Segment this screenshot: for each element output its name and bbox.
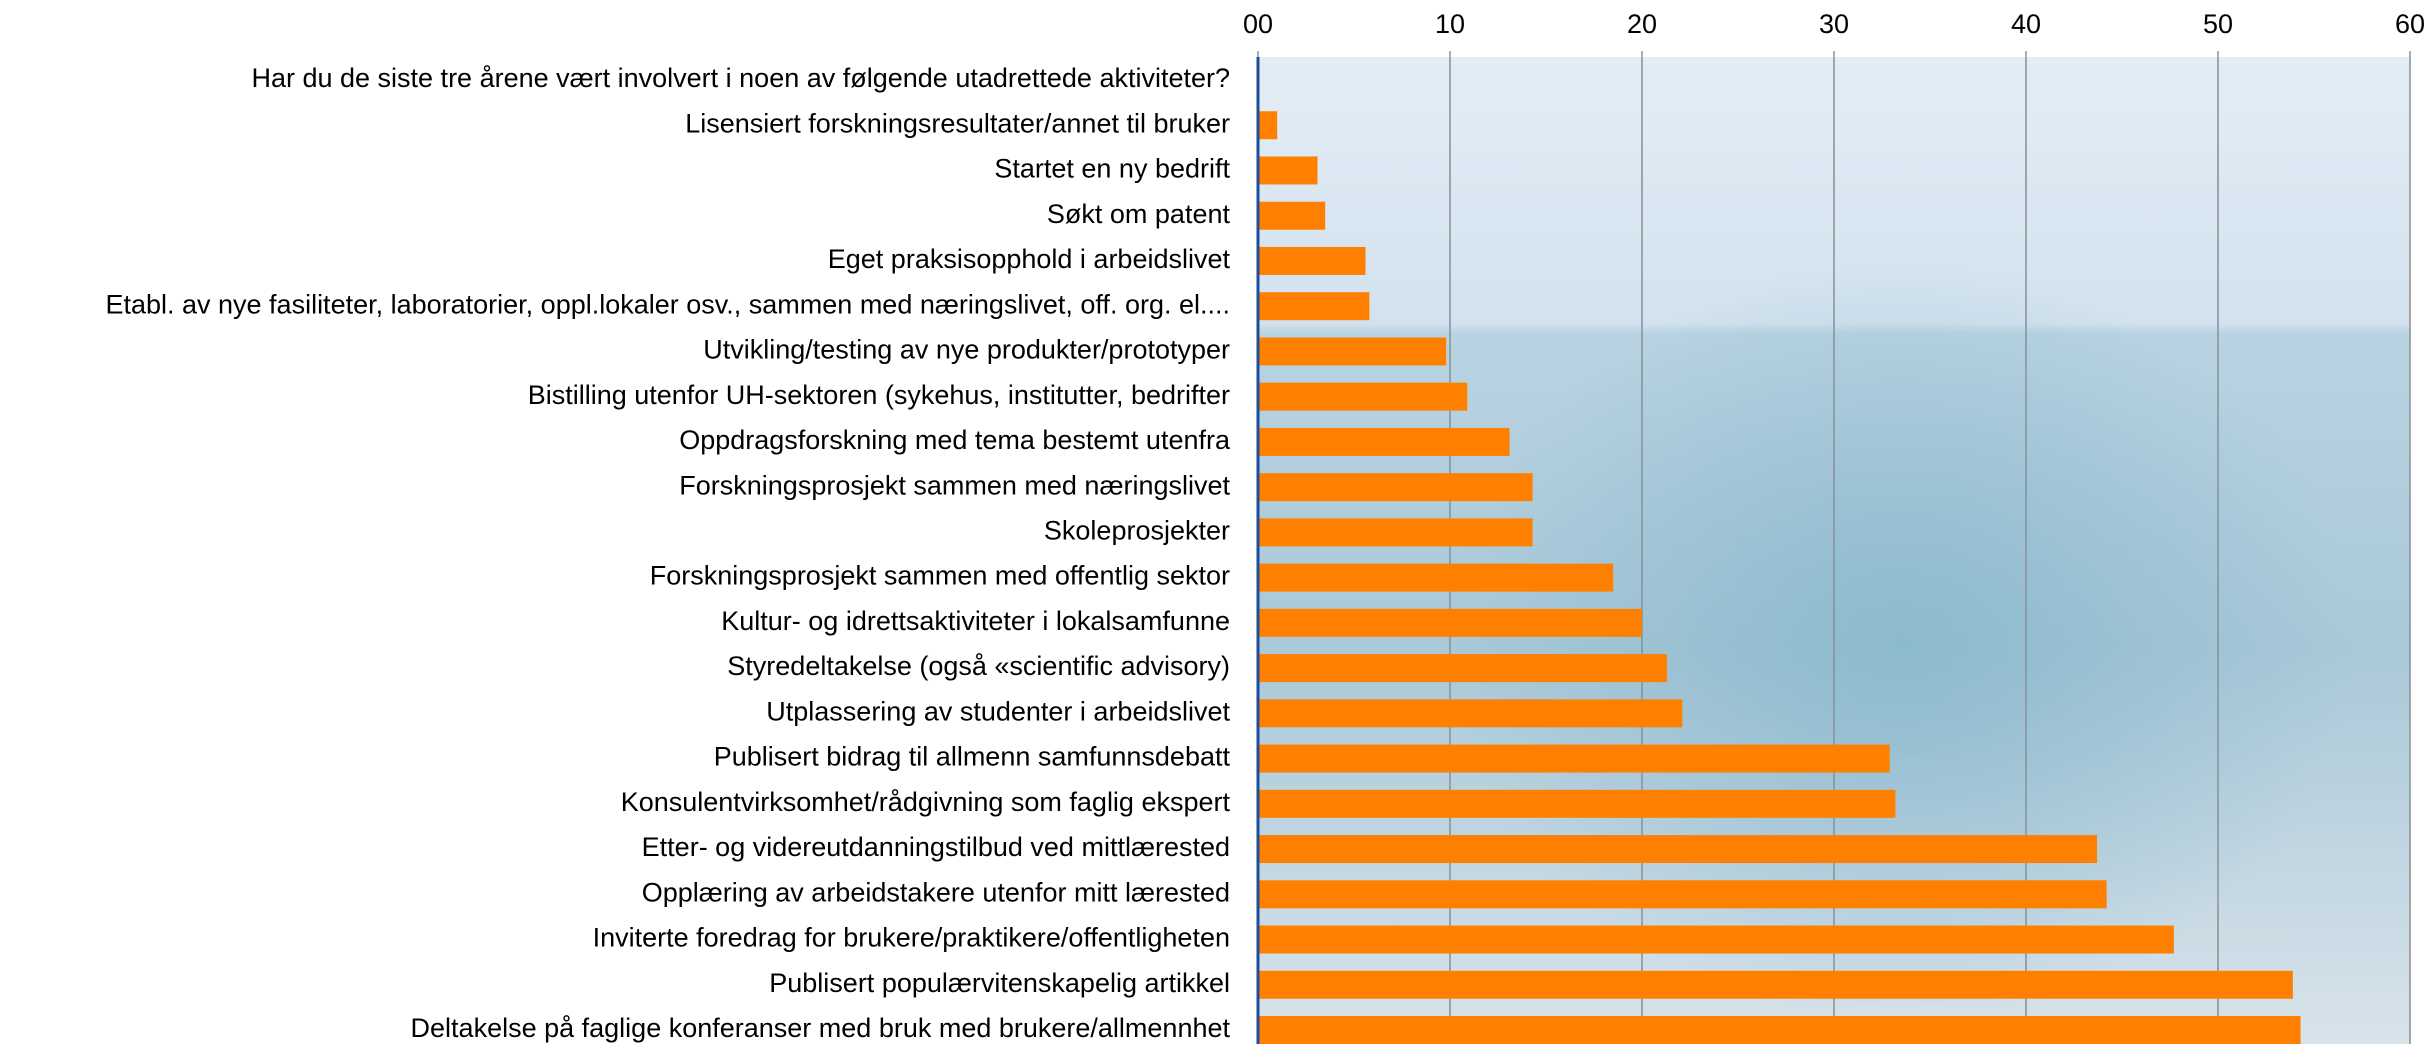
y-tick-label: Deltakelse på faglige konferanser med br… — [411, 1013, 1231, 1043]
y-tick-label: Publisert bidrag til allmenn samfunnsdeb… — [714, 742, 1231, 772]
y-tick-label: Forskningsprosjekt sammen med næringsliv… — [679, 470, 1230, 500]
y-tick-label: Forskningsprosjekt sammen med offentlig … — [650, 561, 1230, 591]
bar — [1258, 382, 1468, 411]
bar — [1258, 699, 1683, 728]
x-tick-label: 30 — [1819, 9, 1849, 39]
y-tick-label: Startet en ny bedrift — [994, 154, 1230, 184]
bar — [1258, 563, 1614, 592]
bar — [1258, 246, 1366, 275]
bar — [1258, 654, 1667, 683]
bar — [1258, 518, 1533, 547]
x-tick-label: 00 — [1243, 9, 1273, 39]
bar — [1258, 201, 1326, 230]
bar — [1258, 789, 1896, 818]
x-tick-label: 60 — [2395, 9, 2425, 39]
y-tick-label: Eget praksisopphold i arbeidslivet — [828, 244, 1231, 274]
bar — [1258, 835, 2098, 864]
bar — [1258, 880, 2107, 909]
bar — [1258, 925, 2174, 954]
bars — [1258, 111, 2301, 1044]
y-tick-label: Søkt om patent — [1047, 199, 1231, 229]
bar — [1258, 156, 1318, 185]
bar — [1258, 111, 1278, 140]
y-tick-label: Lisensiert forskningsresultater/annet ti… — [685, 108, 1230, 138]
bar — [1258, 1016, 2301, 1044]
x-tick-label: 50 — [2203, 9, 2233, 39]
y-tick-label: Oppdragsforskning med tema bestemt utenf… — [679, 425, 1231, 455]
y-tick-label: Skoleprosjekter — [1044, 516, 1230, 546]
bar — [1258, 337, 1447, 366]
y-tick-label: Etter- og videreutdanningstilbud ved mit… — [642, 832, 1230, 862]
y-tick-label: Etabl. av nye fasiliteter, laboratorier,… — [105, 289, 1230, 319]
y-tick-label: Har du de siste tre årene vært involvert… — [251, 63, 1230, 93]
y-tick-label: Styredeltakelse (også «scientific adviso… — [727, 651, 1230, 681]
x-tick-label: 20 — [1627, 9, 1657, 39]
bar — [1258, 744, 1890, 773]
y-tick-label: Bistilling utenfor UH-sektoren (sykehus,… — [528, 380, 1230, 410]
y-tick-label: Publisert populærvitenskapelig artikkel — [769, 968, 1230, 998]
x-tick-label: 40 — [2011, 9, 2041, 39]
y-tick-label: Kultur- og idrettsaktiviteter i lokalsam… — [721, 606, 1230, 636]
y-tick-label: Utplassering av studenter i arbeidslivet — [766, 696, 1230, 726]
x-tick-label: 10 — [1435, 9, 1465, 39]
bar — [1258, 473, 1533, 502]
y-tick-label: Opplæring av arbeidstakere utenfor mitt … — [642, 877, 1230, 907]
bar — [1258, 608, 1642, 637]
y-tick-label: Utvikling/testing av nye produkter/proto… — [703, 335, 1230, 365]
bar — [1258, 292, 1370, 321]
y-tick-label: Inviterte foredrag for brukere/praktiker… — [593, 923, 1230, 953]
bar — [1258, 970, 2293, 999]
bar — [1258, 427, 1510, 456]
y-tick-label: Konsulentvirksomhet/rådgivning som fagli… — [621, 787, 1231, 817]
